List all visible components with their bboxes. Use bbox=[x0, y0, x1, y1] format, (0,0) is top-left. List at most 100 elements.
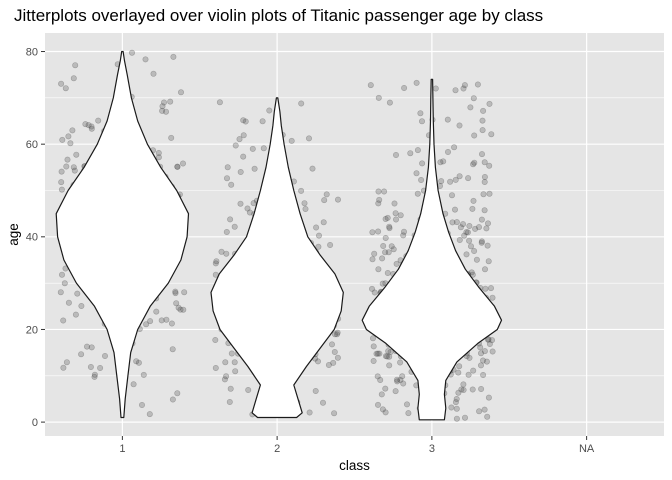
jitter-point bbox=[453, 415, 460, 422]
jitter-point bbox=[451, 206, 458, 213]
jitter-point bbox=[481, 348, 488, 355]
jitter-point bbox=[465, 175, 472, 182]
jitter-point bbox=[481, 174, 488, 181]
jitter-point bbox=[384, 269, 391, 276]
jitter-point bbox=[65, 299, 72, 306]
jitter-point bbox=[375, 94, 382, 101]
jitter-point bbox=[407, 150, 414, 157]
jitter-point bbox=[379, 406, 386, 413]
jitter-point bbox=[393, 260, 400, 267]
jitter-point bbox=[459, 221, 466, 228]
jitter-point bbox=[484, 413, 491, 420]
jitter-point bbox=[69, 127, 76, 134]
jitter-point bbox=[70, 75, 77, 82]
jitter-point bbox=[85, 122, 92, 129]
jitter-point bbox=[168, 320, 175, 327]
jitter-point bbox=[373, 350, 380, 357]
jitter-point bbox=[379, 280, 386, 287]
jitter-point bbox=[448, 404, 455, 411]
jitter-point bbox=[155, 150, 162, 157]
jitter-point bbox=[140, 371, 147, 378]
jitter-point bbox=[469, 386, 476, 393]
jitter-point bbox=[479, 127, 486, 134]
jitter-point bbox=[451, 144, 458, 151]
jitter-point bbox=[231, 359, 238, 366]
jitter-point bbox=[471, 159, 478, 166]
x-tick-label: 3 bbox=[429, 443, 435, 455]
jitter-point bbox=[169, 396, 176, 403]
chart-title: Jitterplots overlayed over violin plots … bbox=[14, 6, 543, 25]
jitter-point bbox=[478, 216, 485, 223]
jitter-point bbox=[487, 285, 494, 292]
jitter-point bbox=[72, 62, 79, 69]
jitter-point bbox=[414, 147, 421, 154]
jitter-point bbox=[232, 142, 239, 149]
jitter-point bbox=[387, 348, 394, 355]
jitter-point bbox=[470, 95, 477, 102]
jitter-point bbox=[486, 162, 493, 169]
jitter-point bbox=[438, 178, 445, 185]
jitter-point bbox=[135, 359, 142, 366]
jitter-point bbox=[60, 317, 67, 324]
jitter-point bbox=[376, 196, 383, 203]
jitter-point bbox=[478, 238, 485, 245]
jitter-point bbox=[130, 381, 137, 388]
jitter-point bbox=[479, 357, 486, 364]
jitter-point bbox=[377, 376, 384, 383]
jitter-point bbox=[417, 110, 424, 117]
jitter-point bbox=[319, 399, 326, 406]
jitter-point bbox=[231, 223, 238, 230]
jitter-point bbox=[460, 386, 467, 393]
jitter-point bbox=[58, 168, 65, 175]
jitter-point bbox=[453, 395, 460, 402]
jitter-point bbox=[405, 410, 412, 417]
jitter-point bbox=[61, 280, 68, 287]
jitter-point bbox=[477, 362, 484, 369]
y-tick-label: 60 bbox=[26, 139, 38, 151]
jitter-point bbox=[400, 380, 407, 387]
jitter-point bbox=[419, 160, 426, 167]
jitter-point bbox=[480, 371, 487, 378]
violins bbox=[55, 50, 503, 421]
jitter-point bbox=[314, 358, 321, 365]
jitter-point bbox=[452, 87, 459, 94]
jitter-point bbox=[376, 350, 383, 357]
jitter-point bbox=[64, 156, 71, 163]
jitter-point bbox=[368, 285, 375, 292]
jitter-point bbox=[74, 290, 81, 297]
jitter-point bbox=[418, 118, 425, 125]
jitter-point bbox=[440, 158, 447, 165]
x-tick-label: 1 bbox=[119, 443, 125, 455]
jitter-point bbox=[168, 134, 175, 141]
jitter-point bbox=[177, 306, 184, 313]
jitter-point bbox=[174, 163, 181, 170]
jitter-point bbox=[147, 318, 154, 325]
jitter-point bbox=[444, 116, 451, 123]
jitter-point bbox=[58, 179, 65, 186]
jitter-point bbox=[170, 53, 177, 60]
jitter-point bbox=[477, 344, 484, 351]
jitter-point bbox=[461, 414, 468, 421]
jitter-point bbox=[212, 260, 219, 267]
jitter-point bbox=[460, 381, 467, 388]
jitter-point bbox=[375, 200, 382, 207]
jitter-point bbox=[375, 228, 382, 235]
jitter-point bbox=[180, 306, 187, 313]
y-tick-label: 0 bbox=[32, 417, 38, 429]
jitter-point bbox=[313, 224, 320, 231]
jitter-point bbox=[133, 358, 140, 365]
jitter-point bbox=[481, 406, 488, 413]
jitter-point bbox=[447, 178, 454, 185]
jitter-point bbox=[463, 229, 470, 236]
jitter-point bbox=[249, 145, 256, 152]
jitter-point bbox=[78, 351, 85, 358]
jitter-point bbox=[413, 170, 420, 177]
jitter-point bbox=[374, 373, 381, 380]
jitter-point bbox=[397, 212, 404, 219]
jitter-point bbox=[384, 214, 391, 221]
jitter-point bbox=[223, 250, 230, 257]
jitter-point bbox=[461, 82, 468, 89]
jitter-point bbox=[382, 385, 389, 392]
jitter-point bbox=[480, 107, 487, 114]
jitter-point bbox=[489, 294, 496, 301]
